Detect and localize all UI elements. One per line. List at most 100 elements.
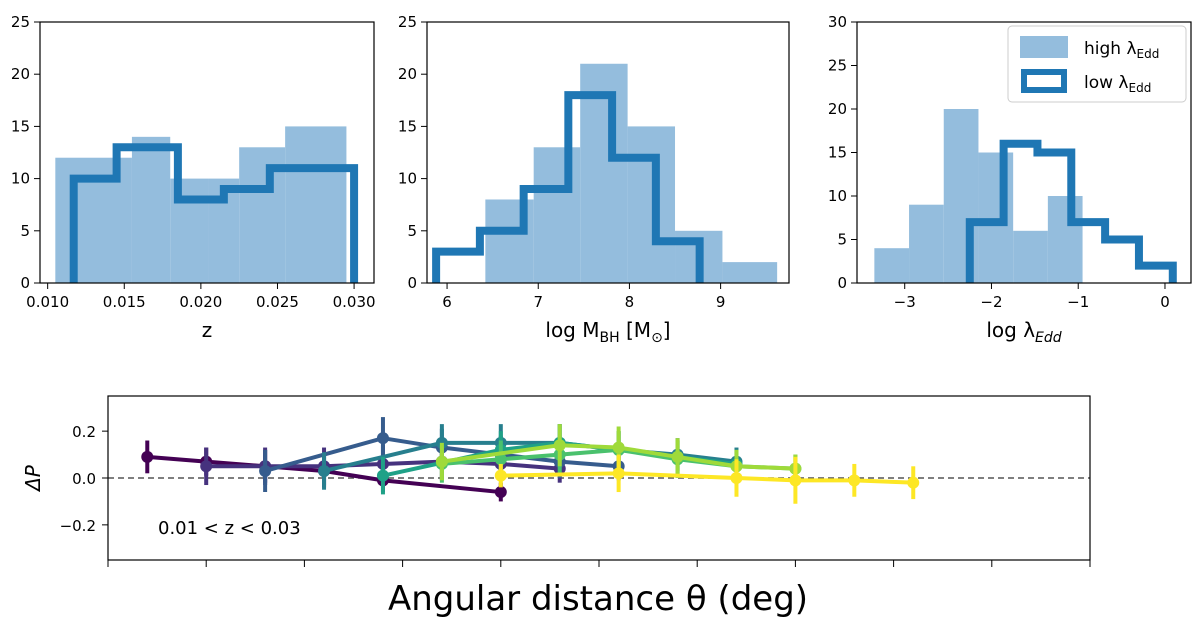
xtick-label-z-3: 0.025 [256,293,299,311]
hist-ledd-high-bars [874,109,1083,283]
xtick-label-ledd-3: 0 [1160,293,1170,311]
hist-mbh-high-bars [485,63,778,284]
point-2-1 [376,432,389,445]
series-line-2 [264,436,619,473]
xtick-label-z-2: 0.020 [179,293,222,311]
hist-ledd-xticks: −3 −2 −1 0 [894,283,1170,311]
ytick-label-ledd-5: 25 [828,57,847,75]
hist-bar-ledd-5 [1047,196,1083,283]
ytick-label-ledd-4: 20 [828,100,847,118]
point-6-2 [612,441,625,454]
ytick-label-z-0: 0 [20,274,30,292]
line-xticks [107,560,1091,567]
legend: high λEdd low λEdd [1007,25,1187,103]
series-layer [141,417,920,504]
xtick-label-z-1: 0.015 [103,293,146,311]
point-7-0 [494,469,507,482]
hist-bar-z-1 [131,136,171,283]
line-xlabel: Angular distance θ (deg) [388,579,808,619]
xtick-label-ledd-1: −2 [980,293,1002,311]
hist-bar-ledd-0 [874,248,910,283]
ytick-label-mbh-2: 10 [398,170,417,188]
hist-bar-ledd-3 [978,152,1014,283]
hist-mbh-xlabel: log MBH [M⊙] [545,318,670,346]
ytick-label-z-5: 25 [11,13,30,31]
ytick-label-mbh-3: 15 [398,117,417,135]
ytick-label-z-4: 20 [11,65,30,83]
xtick-label-mbh-3: 9 [716,293,726,311]
point-2-0 [259,464,272,477]
hist-z-low-step [69,143,359,283]
point-6-0 [435,455,448,468]
hist-ledd-low-step [965,139,1177,283]
point-5-1 [494,453,507,466]
hist-ledd-xlabel: log λEdd [986,318,1061,346]
point-0-5 [494,486,507,499]
xtick-label-ledd-0: −3 [894,293,916,311]
point-7-5 [907,476,920,489]
point-0-0 [141,450,154,463]
ytick-label-z-3: 15 [11,117,30,135]
xtick-label-ledd-2: −1 [1067,293,1089,311]
hist-bar-ledd-1 [909,204,944,283]
series-line-6 [441,443,796,471]
ytick-label-z-2: 10 [11,170,30,188]
hist-mbh-frame [426,21,790,284]
legend-low-label: low λEdd [1084,73,1151,95]
hist-z-yticks: 0 5 10 15 20 25 [11,13,40,292]
xtick-label-mbh-1: 7 [533,293,543,311]
hist-bar-mbh-1 [533,147,581,283]
hist-mbh-xticks: 6 7 8 9 [442,283,725,311]
legend-high-label: high λEdd [1084,39,1159,61]
ytick-label-mbh-0: 0 [407,274,417,292]
series-7 [494,454,920,504]
line-ylabel: ΔP [21,464,45,493]
point-7-3 [789,474,802,487]
ytick-label-mbh-4: 20 [398,65,417,83]
hist-panel-mbh: 6 7 8 9 0 5 10 15 20 25 log MBH [M⊙] [398,13,790,346]
line-yticks: 0.2 0.0 −0.2 [60,423,108,535]
hist-ledd-yticks: 0 5 10 15 20 25 30 [828,13,857,292]
line-ytick-label-0: 0.2 [72,423,96,441]
point-7-2 [730,472,743,484]
hist-mbh-yticks: 0 5 10 15 20 25 [398,13,427,292]
hist-bar-z-5 [285,126,347,284]
line-ytick-label-1: 0.0 [72,470,96,488]
line-ytick-label-2: −0.2 [60,517,96,535]
series-line-7 [500,471,914,485]
xtick-label-z-4: 0.030 [333,293,376,311]
hist-bar-ledd-4 [1013,230,1048,283]
hist-panel-z: 0.010 0.015 0.020 0.025 0.030 0 5 10 15 20 25 z [11,13,376,342]
xtick-label-mbh-0: 6 [442,293,452,311]
ytick-label-mbh-1: 5 [407,222,417,240]
ytick-label-ledd-2: 10 [828,187,847,205]
ytick-label-ledd-0: 0 [837,274,847,292]
ytick-label-ledd-3: 15 [828,144,847,162]
ytick-label-z-1: 5 [20,222,30,240]
point-6-3 [671,450,684,463]
hist-z-xticks: 0.010 0.015 0.020 0.025 0.030 [26,283,376,311]
xtick-label-z-0: 0.010 [26,293,69,311]
hist-bar-mbh-5 [722,262,778,283]
ytick-label-ledd-1: 5 [837,231,847,249]
point-6-1 [553,439,566,452]
legend-high-swatch [1020,36,1068,58]
point-7-4 [848,474,861,487]
line-panel: 0.2 0.0 −0.2 ΔP 0.01 < z < 0.03 Angular di… [21,395,1091,619]
point-1-0 [200,460,213,473]
point-4-0 [376,469,389,482]
hist-z-frame [39,21,375,284]
point-3-0 [318,464,331,477]
redshift-annotation: 0.01 < z < 0.03 [158,518,301,539]
hist-bar-mbh-3 [627,126,676,284]
series-line-0 [147,454,501,495]
hist-bar-mbh-2 [580,63,628,284]
ytick-label-ledd-6: 30 [828,13,847,31]
hist-z-high-bars [55,126,347,284]
hist-panel-ledd: −3 −2 −1 0 0 5 10 15 20 25 30 log λEdd high λEdd … [828,13,1192,346]
hist-z-xlabel: z [202,318,213,342]
legend-low-swatch [1021,69,1067,93]
xtick-label-mbh-2: 8 [625,293,635,311]
hist-mbh-low-step [432,91,704,283]
